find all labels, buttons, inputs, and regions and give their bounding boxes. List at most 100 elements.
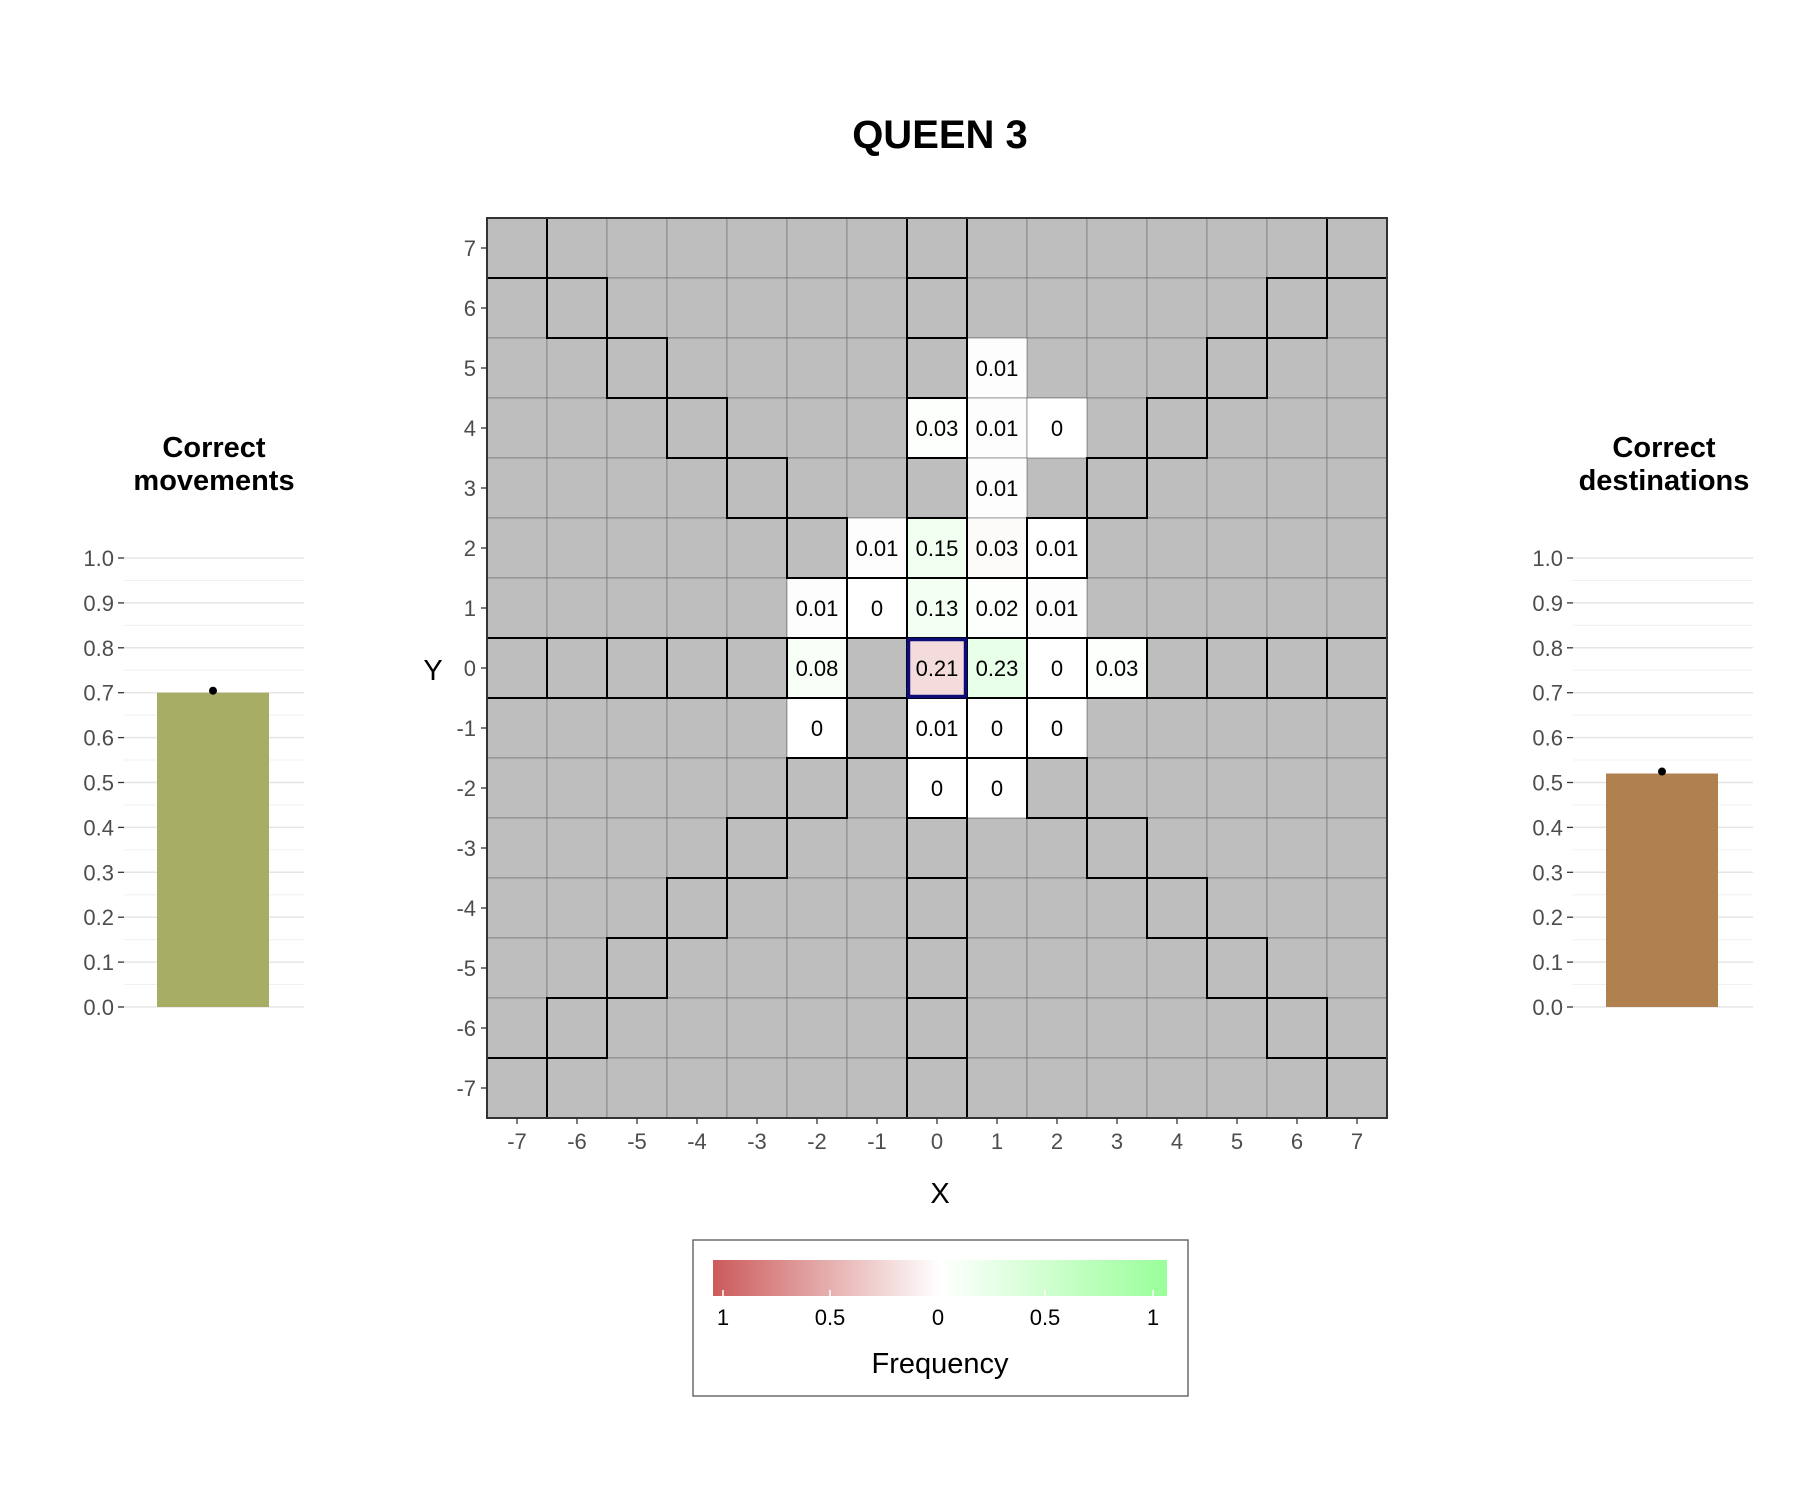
board-cell [1206,517,1268,579]
x-tick-label: -3 [747,1129,767,1154]
bar-axis-tick-label: 0.6 [1532,726,1563,751]
board-cell [966,817,1028,879]
board-cell [1086,997,1148,1059]
board-cell [666,757,728,819]
cell-label: 0.01 [1036,536,1079,561]
board-cell [1086,517,1148,579]
board-cell [726,697,788,759]
chart-title: QUEEN 3 [852,113,1028,157]
board-cell [606,217,668,279]
board-cell [1086,697,1148,759]
legal-move-tile [606,937,668,999]
right_panel-bar [1606,773,1718,1007]
cell-label: 0 [1051,656,1063,681]
bar-axis-tick-label: 0.8 [83,636,114,661]
cell-label: 0.01 [976,356,1019,381]
board-cell [1266,397,1328,459]
board-cell [1266,877,1328,939]
board-cell [486,1057,548,1119]
board-cell [606,517,668,579]
board-cell [726,397,788,459]
legal-move-tile [966,697,1028,759]
x-tick-label: -5 [627,1129,647,1154]
board-cell [486,337,548,399]
y-tick-label: 5 [464,356,476,381]
board-cell [1206,937,1268,999]
board-cell [546,277,608,339]
board-cell [486,577,548,639]
board-cell [726,517,788,579]
legal-move-tile [1206,937,1268,999]
right-panel-title-line2: destinations [1579,465,1750,497]
board-cell [486,517,548,579]
board-cell [726,637,788,699]
board-cell [786,457,848,519]
board-cell [1026,217,1088,279]
board-cell [846,1057,908,1119]
board-cell [486,697,548,759]
board-cell [666,277,728,339]
heatmap-cell [1026,697,1088,759]
board-cell [1326,817,1388,879]
board-cell [846,757,908,819]
board-cell [726,217,788,279]
board-cell [1206,457,1268,519]
cell-label: 0 [991,716,1003,741]
bar-axis-tick-label: 0.2 [1532,905,1563,930]
board-cell [546,337,608,399]
board-cell [666,577,728,639]
board-cell [486,997,548,1059]
board-cell [486,817,548,879]
board-cell [1206,997,1268,1059]
board-cell [846,817,908,879]
legend-colorbar [713,1260,1167,1296]
board-cell [1326,337,1388,399]
y-tick-label: 7 [464,236,476,261]
board-cell [1086,1057,1148,1119]
board-cell [546,577,608,639]
cell-label: 0.03 [916,416,959,441]
board-cell [726,577,788,639]
cell-label: 0.01 [976,416,1019,441]
cell-label: 0 [1051,716,1063,741]
legal-move-tile [786,757,848,819]
bar-axis-tick-label: 0.3 [83,860,114,885]
x-tick-label: 6 [1291,1129,1303,1154]
heatmap-cell [906,517,968,579]
board-cell [666,997,728,1059]
board-cell [1266,577,1328,639]
cell-label: 0.03 [1096,656,1139,681]
board-cell [1326,997,1388,1059]
legend-title: Frequency [871,1348,1009,1380]
board-cell [1086,337,1148,399]
board-cell [786,397,848,459]
bar-axis-tick-label: 0.2 [83,905,114,930]
board-cell [1266,817,1328,879]
board-cell [726,817,788,879]
board-cell [786,937,848,999]
board-cell [546,877,608,939]
board-cell [1026,877,1088,939]
board-cell [666,517,728,579]
board-cell [606,757,668,819]
heatmap-cell [966,517,1028,579]
bar-axis-tick-label: 0.3 [1532,860,1563,885]
board-cell [606,997,668,1059]
board-cell [486,937,548,999]
board-cell [966,877,1028,939]
board-cell [1206,1057,1268,1119]
heatmap-cell [966,457,1028,519]
heatmap-cell [906,697,968,759]
legal-move-tile [1026,757,1088,819]
cell-label: 0 [871,596,883,621]
board-cell [1266,517,1328,579]
x-tick-label: 5 [1231,1129,1243,1154]
board-cell [1026,937,1088,999]
board-cell [1026,277,1088,339]
board-cell [666,637,728,699]
x-tick-label: -2 [807,1129,827,1154]
board-cell [666,1057,728,1119]
board-cell [1206,697,1268,759]
